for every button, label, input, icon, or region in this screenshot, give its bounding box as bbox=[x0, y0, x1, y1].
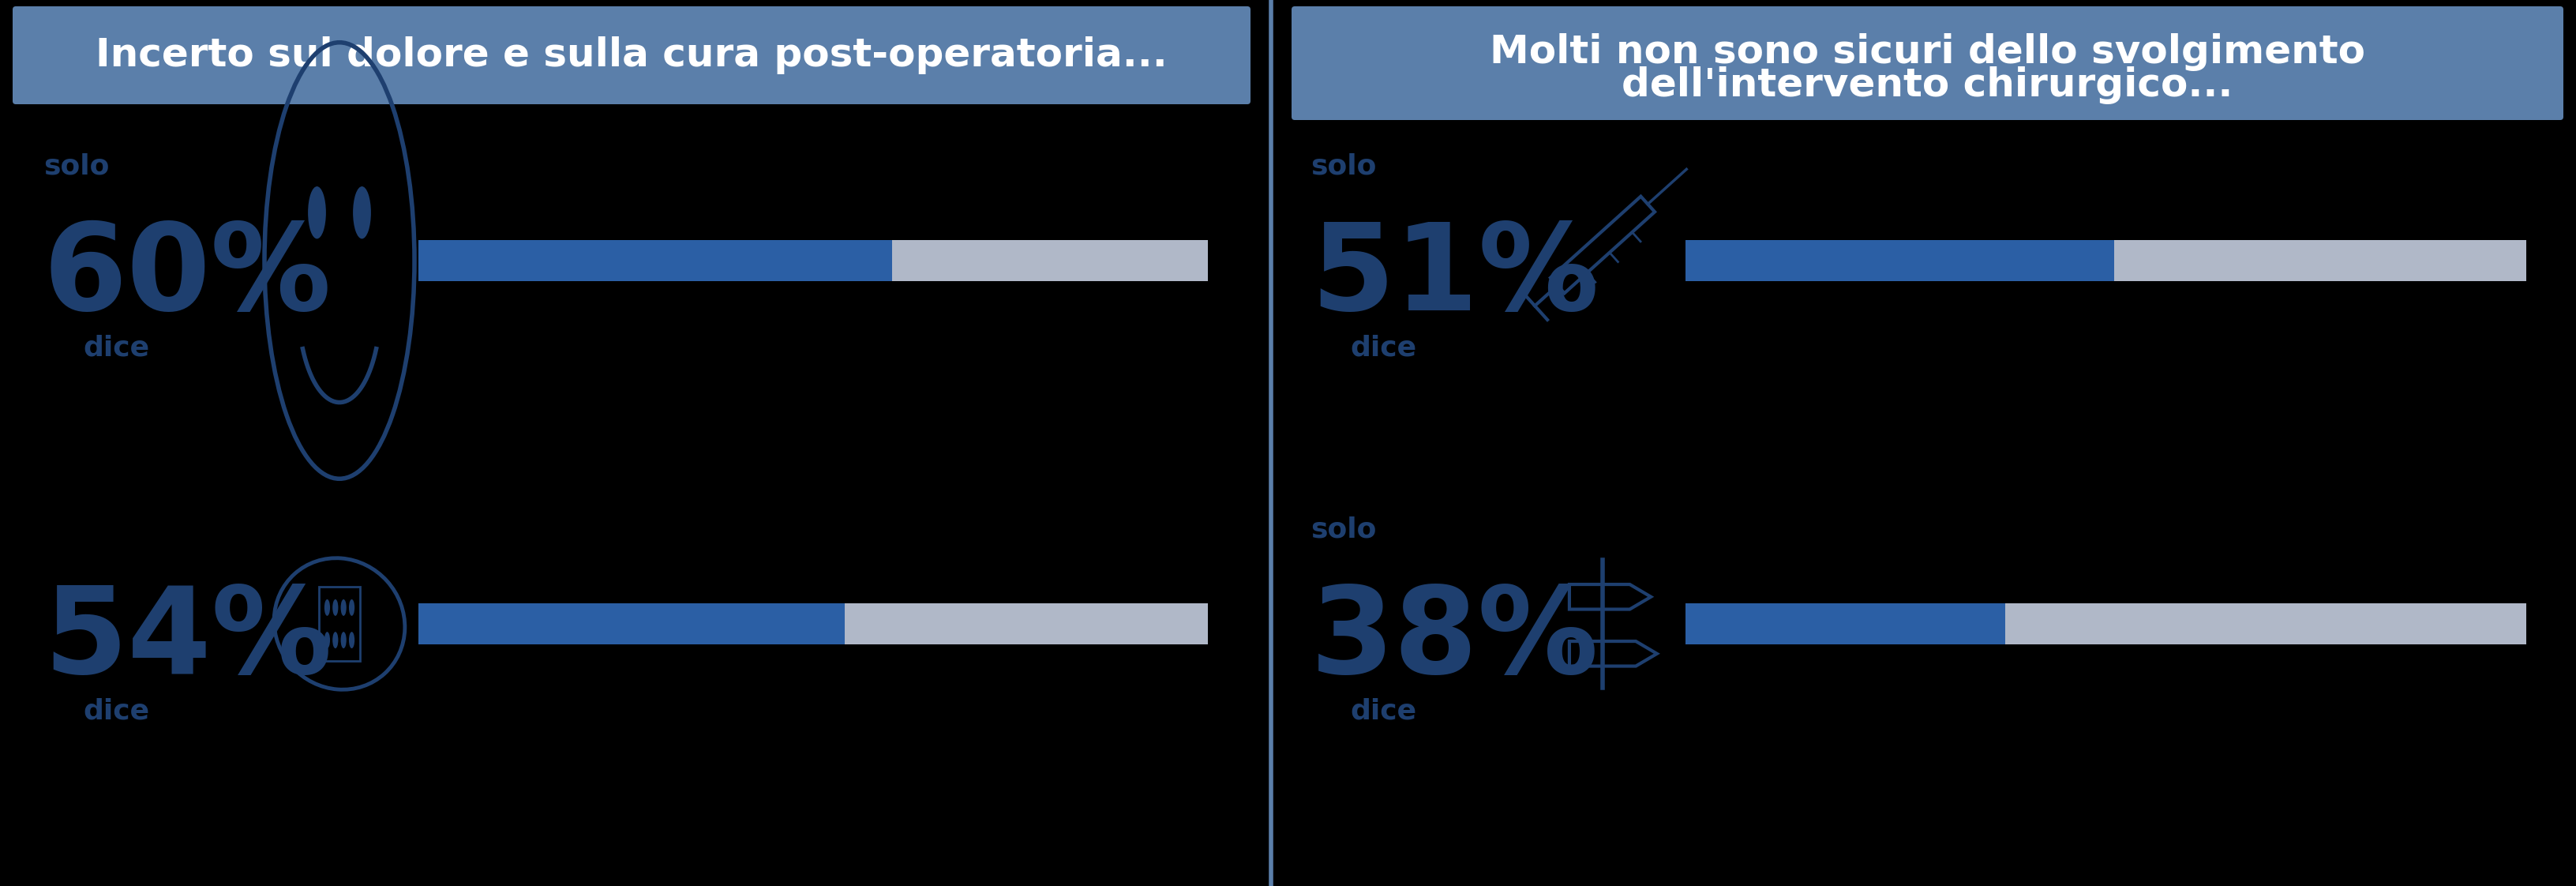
Text: dice: dice bbox=[82, 697, 149, 724]
Text: 38%: 38% bbox=[1311, 581, 1600, 698]
Bar bbox=[417, 240, 891, 281]
Ellipse shape bbox=[340, 599, 345, 616]
Ellipse shape bbox=[325, 599, 330, 616]
Text: 51%: 51% bbox=[1311, 218, 1600, 335]
Ellipse shape bbox=[332, 632, 337, 649]
Bar bbox=[1685, 240, 2115, 281]
Text: Incerto sul dolore e sulla cura post-operatoria...: Incerto sul dolore e sulla cura post-ope… bbox=[95, 36, 1167, 74]
Text: solo: solo bbox=[1311, 152, 1376, 179]
Ellipse shape bbox=[348, 599, 355, 616]
Text: solo: solo bbox=[44, 152, 108, 179]
FancyBboxPatch shape bbox=[1291, 6, 2563, 120]
Ellipse shape bbox=[332, 599, 337, 616]
Ellipse shape bbox=[340, 632, 345, 649]
Text: Molti non sono sicuri dello svolgimento: Molti non sono sicuri dello svolgimento bbox=[1489, 33, 2365, 71]
Bar bbox=[1685, 603, 2527, 644]
Text: dice: dice bbox=[1350, 697, 1417, 724]
Bar bbox=[417, 603, 845, 644]
Bar bbox=[1685, 603, 2004, 644]
Ellipse shape bbox=[353, 186, 371, 238]
Text: solo: solo bbox=[1311, 516, 1376, 542]
Ellipse shape bbox=[309, 186, 327, 238]
Bar bbox=[417, 603, 1208, 644]
Text: dice: dice bbox=[82, 334, 149, 361]
Bar bbox=[417, 240, 1208, 281]
Ellipse shape bbox=[325, 632, 330, 649]
Text: 60%: 60% bbox=[44, 218, 332, 335]
Text: dice: dice bbox=[1350, 334, 1417, 361]
Ellipse shape bbox=[348, 632, 355, 649]
Text: 54%: 54% bbox=[44, 581, 332, 698]
Text: dell'intervento chirurgico...: dell'intervento chirurgico... bbox=[1623, 66, 2233, 105]
Bar bbox=[1685, 240, 2527, 281]
FancyBboxPatch shape bbox=[13, 6, 1249, 105]
